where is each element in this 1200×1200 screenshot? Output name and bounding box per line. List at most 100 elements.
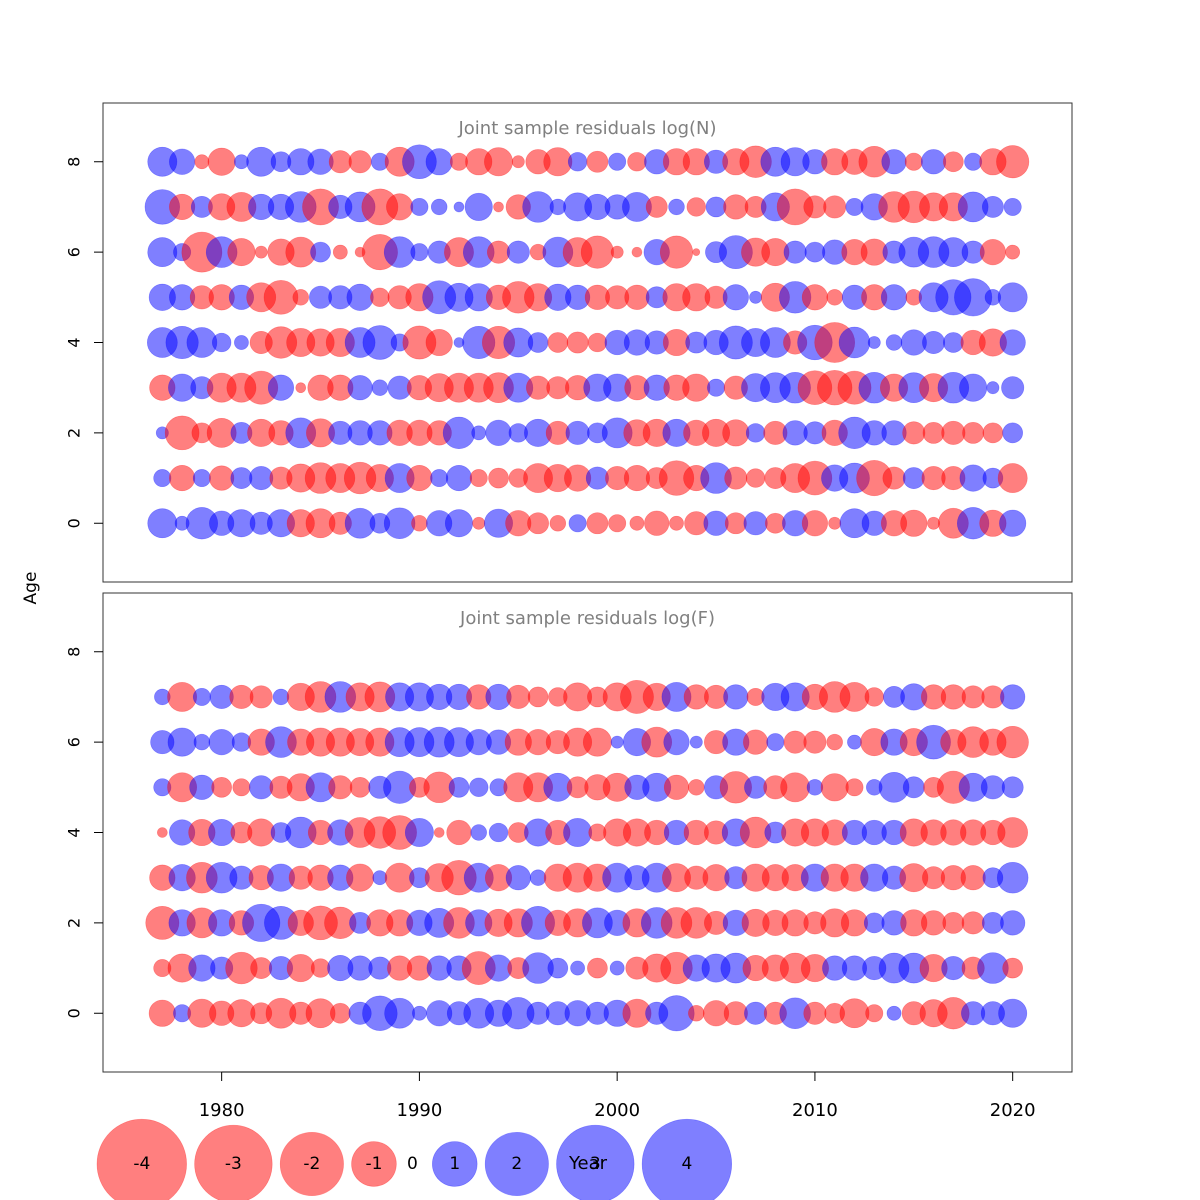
residual-bubble [449,152,468,171]
residual-bubble [471,425,487,441]
residual-bubble [826,733,843,751]
residual-bubble [749,290,763,304]
residual-bubble [723,1001,748,1026]
residual-bubble [272,688,290,706]
residual-bubble [430,198,448,216]
y-tick-label: 6 [65,247,84,257]
residual-bubble [804,241,826,263]
residual-bubble [383,507,416,539]
residual-bubble [981,196,1004,218]
residual-bubble [941,956,966,981]
residual-bubble [470,824,487,841]
x-tick-label: 2020 [990,1100,1036,1121]
residual-bubble [234,335,249,350]
residual-bubble [249,466,274,491]
y-tick-label: 0 [65,518,84,528]
residual-bubble [692,248,701,256]
y-tick-label: 2 [65,428,84,438]
residual-bubble [997,282,1028,313]
residual-bubble [904,152,923,171]
residual-bubble [943,151,964,173]
residual-bubble [511,155,525,169]
residual-bubble [1000,684,1026,710]
residual-bubble [998,998,1028,1028]
residual-bubble [961,911,985,935]
residual-bubble [840,909,869,937]
residual-bubble [549,515,567,532]
residual-bubble [469,469,488,488]
residual-bubble [943,332,964,353]
residual-bubble [1002,422,1023,444]
residual-bubble [157,827,168,838]
residual-bubble [192,469,211,488]
residual-bubble [803,730,827,754]
legend-label: 1 [449,1154,460,1174]
residual-bubble [506,684,531,709]
residual-bubble [881,149,907,175]
residual-bubble [1005,244,1021,260]
residual-bubble [743,729,769,755]
residual-bubble [838,326,871,359]
residual-bubble [902,421,926,445]
residual-bubble [780,772,811,803]
residual-bubble [688,1005,705,1022]
residual-bubble [527,332,549,353]
legend-label: -3 [225,1154,242,1174]
residual-bubble [982,422,1004,444]
residual-bubble [885,334,903,351]
residual-bubble [610,735,624,749]
residual-bubble [567,152,588,172]
residual-bubble [207,147,236,176]
residual-bubble [568,514,587,533]
residual-bubble [624,284,650,310]
legend-label: -4 [133,1154,150,1174]
residual-bubble [485,419,512,446]
panel-log-f: 0 2 4 6 8 Joint sample residuals log(F) [65,592,1073,1073]
residual-bubble [484,147,513,177]
residual-bubble [922,421,945,444]
residual-bubble [147,237,178,268]
residual-bubble [410,243,429,262]
residual-bubble [703,510,729,536]
y-tick-label: 6 [65,737,84,747]
residual-bubble [566,331,589,354]
panel-log-n: 0 2 4 6 8 Joint sample residuals log(N) [65,102,1073,583]
residual-bubble [254,245,268,259]
residual-bubble [587,957,608,979]
y-axis-label: Age [21,572,41,605]
residual-bubble [922,330,946,354]
residual-bubble [629,515,645,531]
residual-bubble [609,960,625,976]
residual-bubble [493,201,504,213]
residual-bubble [627,152,647,172]
residual-bubble [826,289,843,306]
residual-bubble [610,245,624,259]
legend-bubble [432,1141,478,1187]
residual-bubble [527,686,549,708]
residual-bubble [446,819,472,846]
residual-bubble [1001,376,1025,400]
residual-bubble [406,464,433,492]
panel-title: Joint sample residuals log(N) [457,118,716,139]
residual-bubble [444,509,473,538]
residual-bubble [506,240,530,264]
residual-bubble [801,510,828,537]
residual-bubble [229,684,254,709]
residual-bubble [487,240,511,264]
residual-bubble [586,512,609,535]
residual-bubble [608,514,627,533]
residual-bubble [724,466,748,490]
residual-bubble [847,734,862,750]
residual-bubble [348,150,372,174]
residual-bubble [839,998,870,1029]
y-tick-label: 8 [65,157,84,167]
legend: -4 -3 -2 -1 0 1 2 3 4 [96,1118,732,1200]
residual-bubble [644,510,670,536]
residual-bubble [167,682,198,712]
x-axis-label: Year [568,1153,608,1174]
residual-bubble [864,687,884,707]
residual-bubble [147,508,178,539]
residual-bubble [349,776,371,798]
residual-bubble [743,511,768,536]
residual-bubble [959,464,987,492]
